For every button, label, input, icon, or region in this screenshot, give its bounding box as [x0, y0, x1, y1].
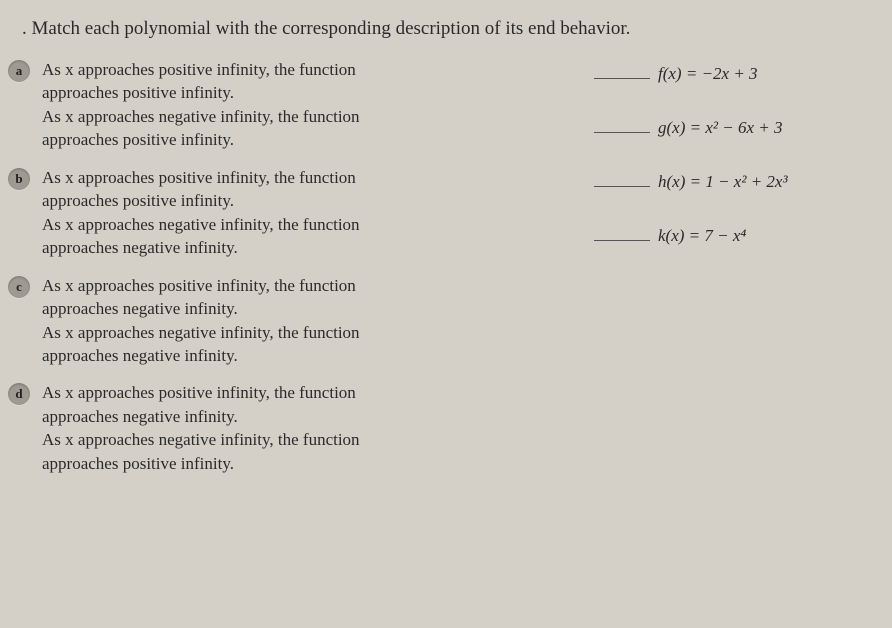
blank-h[interactable]: [594, 173, 650, 187]
desc-c-line2: approaches negative infinity.: [42, 299, 238, 318]
desc-d-line2: approaches negative infinity.: [42, 407, 238, 426]
blank-k[interactable]: [594, 227, 650, 241]
functions-column: f(x) = −2x + 3 g(x) = x² − 6x + 3 h(x) =…: [594, 58, 864, 489]
bullet-c: c: [8, 276, 30, 298]
desc-b-line1: As x approaches positive infinity, the f…: [42, 168, 356, 187]
function-k-row: k(x) = 7 − x⁴: [594, 226, 864, 246]
desc-b-line2: approaches positive infinity.: [42, 191, 234, 210]
item-b: b As x approaches positive infinity, the…: [8, 166, 570, 260]
function-f-row: f(x) = −2x + 3: [594, 64, 864, 84]
desc-b: As x approaches positive infinity, the f…: [42, 166, 360, 260]
desc-d-line1: As x approaches positive infinity, the f…: [42, 383, 356, 402]
bullet-d: d: [8, 383, 30, 405]
blank-f[interactable]: [594, 65, 650, 79]
desc-c-line1: As x approaches positive infinity, the f…: [42, 276, 356, 295]
content-row: a As x approaches positive infinity, the…: [8, 58, 864, 489]
desc-a-line2: approaches positive infinity.: [42, 83, 234, 102]
item-c: c As x approaches positive infinity, the…: [8, 274, 570, 368]
desc-c: As x approaches positive infinity, the f…: [42, 274, 360, 368]
function-k: k(x) = 7 − x⁴: [658, 226, 746, 246]
desc-b-line4: approaches negative infinity.: [42, 238, 238, 257]
function-g: g(x) = x² − 6x + 3: [658, 118, 782, 138]
desc-c-line4: approaches negative infinity.: [42, 346, 238, 365]
bullet-b: b: [8, 168, 30, 190]
desc-c-line3: As x approaches negative infinity, the f…: [42, 323, 360, 342]
desc-a-line3: As x approaches negative infinity, the f…: [42, 107, 360, 126]
desc-a-line4: approaches positive infinity.: [42, 130, 234, 149]
page-title: . Match each polynomial with the corresp…: [8, 18, 864, 40]
function-h: h(x) = 1 − x² + 2x³: [658, 172, 788, 192]
bullet-a: a: [8, 60, 30, 82]
blank-g[interactable]: [594, 119, 650, 133]
desc-a-line1: As x approaches positive infinity, the f…: [42, 60, 356, 79]
desc-d: As x approaches positive infinity, the f…: [42, 381, 360, 475]
desc-a: As x approaches positive infinity, the f…: [42, 58, 360, 152]
function-f: f(x) = −2x + 3: [658, 64, 758, 84]
item-d: d As x approaches positive infinity, the…: [8, 381, 570, 475]
function-h-row: h(x) = 1 − x² + 2x³: [594, 172, 864, 192]
desc-d-line4: approaches positive infinity.: [42, 454, 234, 473]
item-a: a As x approaches positive infinity, the…: [8, 58, 570, 152]
descriptions-column: a As x approaches positive infinity, the…: [8, 58, 570, 489]
desc-b-line3: As x approaches negative infinity, the f…: [42, 215, 360, 234]
desc-d-line3: As x approaches negative infinity, the f…: [42, 430, 360, 449]
function-g-row: g(x) = x² − 6x + 3: [594, 118, 864, 138]
